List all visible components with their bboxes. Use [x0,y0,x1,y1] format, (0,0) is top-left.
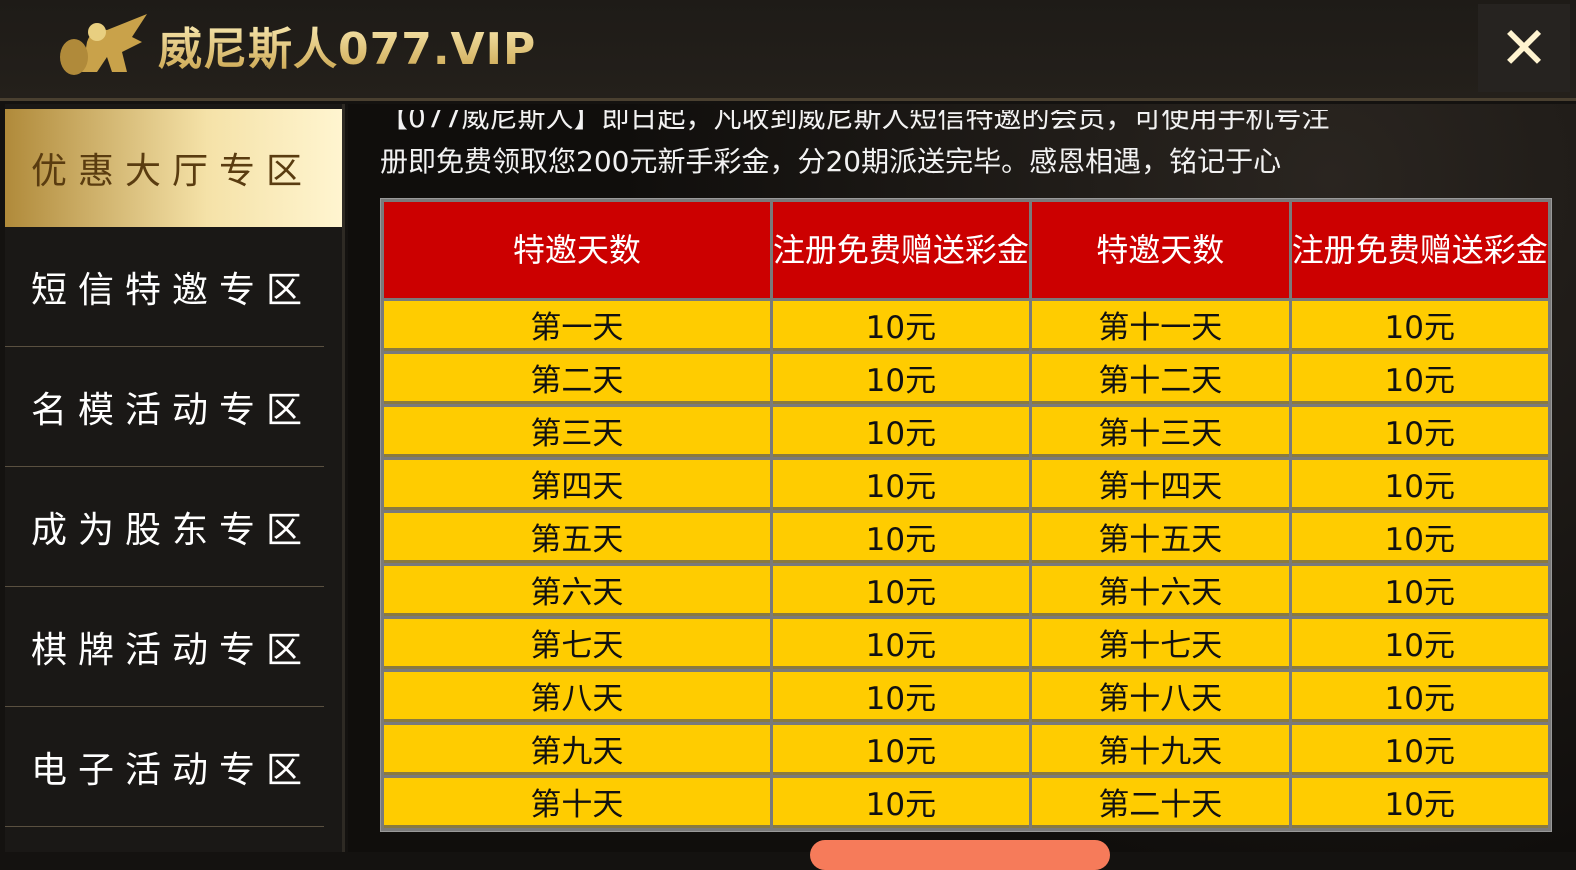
sidebar-item-shareholder[interactable]: 成为股东专区 [5,467,324,587]
table-cell: 第十一天 [1032,301,1289,351]
site-title: 威尼斯人077.VIP [158,13,536,77]
intro-line: 册即免费领取您200元新手彩金，分20期派送完毕。感恩相遇，铭记于心 [380,145,1282,178]
table-cell: 第四天 [384,460,770,510]
table-cell: 10元 [1291,460,1548,510]
table-row: 第八天 10元 第十八天 10元 [384,672,1548,722]
table-row: 第十天 10元 第二十天 10元 [384,778,1548,828]
table-cell: 第二天 [384,354,770,404]
table-cell: 第十三天 [1032,407,1289,457]
table-cell: 10元 [772,619,1030,669]
table-cell: 10元 [772,725,1030,775]
close-icon: ✕ [1499,14,1549,82]
table-cell: 10元 [772,354,1030,404]
table-cell: 第十八天 [1032,672,1289,722]
table-cell: 第七天 [384,619,770,669]
table-cell: 10元 [1291,301,1548,351]
table-cell: 10元 [772,301,1030,351]
table-row: 第五天 10元 第十五天 10元 [384,513,1548,563]
table-cell: 第十二天 [1032,354,1289,404]
intro-text: 【077威尼斯人】即日起，凡收到威尼斯人短信特邀的会员，可使用手机号注 册即免费… [380,110,1560,196]
table-cell: 10元 [1291,725,1548,775]
sidebar-item-slots[interactable]: 电子活动专区 [5,707,324,827]
header: 威尼斯人077.VIP ✕ [0,0,1576,101]
table-cell: 第十六天 [1032,566,1289,616]
table-cell: 第一天 [384,301,770,351]
bonus-table: 特邀天数 注册免费赠送彩金 特邀天数 注册免费赠送彩金 第一天 10元 第十一天 10… [380,198,1552,832]
column-header: 特邀天数 [384,202,770,298]
sidebar-item-card-games[interactable]: 棋牌活动专区 [5,587,324,707]
table-cell: 10元 [1291,778,1548,828]
table-row: 第二天 10元 第十二天 10元 [384,354,1548,404]
table-cell: 第十七天 [1032,619,1289,669]
sidebar: 优惠大厅专区 短信特邀专区 名模活动专区 成为股东专区 棋牌活动专区 电子活动专… [5,104,345,852]
table-cell: 10元 [1291,672,1548,722]
table-cell: 10元 [772,778,1030,828]
table-row: 第九天 10元 第十九天 10元 [384,725,1548,775]
sidebar-item-promotions-hall[interactable]: 优惠大厅专区 [5,109,342,227]
table-row: 第六天 10元 第十六天 10元 [384,566,1548,616]
sidebar-item-model-events[interactable]: 名模活动专区 [5,347,324,467]
table-cell: 10元 [772,407,1030,457]
table-cell: 第十五天 [1032,513,1289,563]
table-row: 第一天 10元 第十一天 10元 [384,301,1548,351]
table-cell: 10元 [1291,407,1548,457]
table-cell: 第三天 [384,407,770,457]
close-button[interactable]: ✕ [1478,4,1570,92]
action-button[interactable] [810,840,1110,870]
table-cell: 第十天 [384,778,770,828]
table-cell: 第五天 [384,513,770,563]
sidebar-item-sms-invite[interactable]: 短信特邀专区 [5,227,324,347]
table-cell: 第九天 [384,725,770,775]
table-cell: 10元 [772,672,1030,722]
content-panel: 【077威尼斯人】即日起，凡收到威尼斯人短信特邀的会员，可使用手机号注 册即免费… [348,104,1576,870]
table-row: 第四天 10元 第十四天 10元 [384,460,1548,510]
table-cell: 10元 [772,513,1030,563]
column-header: 注册免费赠送彩金 [1291,202,1548,298]
table-cell: 10元 [1291,619,1548,669]
table-cell: 10元 [1291,513,1548,563]
table-cell: 第十九天 [1032,725,1289,775]
table-cell: 第六天 [384,566,770,616]
table-cell: 10元 [1291,566,1548,616]
table-cell: 第十四天 [1032,460,1289,510]
winged-lion-logo-icon [60,14,147,75]
table-cell: 第二十天 [1032,778,1289,828]
table-cell: 第八天 [384,672,770,722]
column-header: 特邀天数 [1032,202,1289,298]
intro-line: 【077威尼斯人】即日起，凡收到威尼斯人短信特邀的会员，可使用手机号注 [380,110,1330,134]
column-header: 注册免费赠送彩金 [772,202,1030,298]
logo: 威尼斯人077.VIP [52,12,536,78]
table-row: 第七天 10元 第十七天 10元 [384,619,1548,669]
table-cell: 10元 [772,460,1030,510]
table-cell: 10元 [772,566,1030,616]
table-row: 第三天 10元 第十三天 10元 [384,407,1548,457]
table-cell: 10元 [1291,354,1548,404]
